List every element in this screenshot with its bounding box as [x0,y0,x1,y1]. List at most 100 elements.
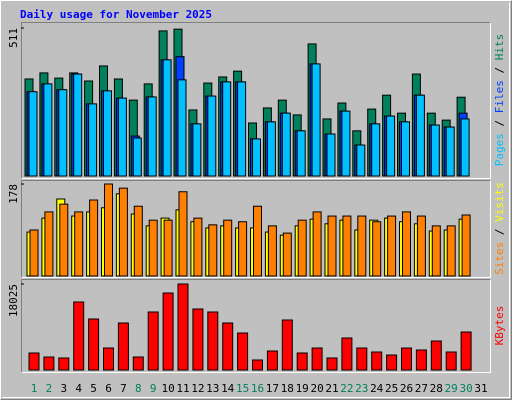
bar [431,225,441,277]
bar [297,219,307,277]
bar [117,322,129,371]
bar [237,81,247,177]
bar [327,215,337,277]
bar [356,347,368,371]
x-tick-label: 15 [236,382,249,395]
x-tick-label: 10 [161,382,174,395]
bar [73,73,83,177]
bar [193,217,203,277]
x-tick-label: 7 [120,382,127,395]
bar [460,331,472,371]
x-tick-label: 20 [310,382,323,395]
x-tick-label: 28 [430,382,443,395]
bar [118,187,128,277]
y-tick-label: 511 [7,28,20,48]
legend: Sites / Visits [493,182,506,275]
x-tick-label: 29 [445,382,458,395]
panel [21,279,491,373]
bar [88,318,100,371]
x-tick-label: 6 [105,382,112,395]
x-tick-label: 31 [474,382,487,395]
bar [29,229,39,277]
x-tick-label: 13 [206,382,219,395]
bar [28,91,38,177]
bar [103,90,112,177]
x-tick-label: 8 [135,382,142,395]
legend-entry: Visits [493,182,506,222]
legend-separator: / [493,60,506,80]
panel-shadow [21,180,491,278]
legend-separator: / [493,222,506,242]
bar [401,347,412,371]
legend: Pages / Files / Hits [493,34,506,167]
bar [357,215,367,277]
bar [104,183,113,277]
bar [43,356,55,371]
y-tick-label: 18025 [7,284,20,317]
bar [103,347,114,371]
bar [461,214,471,277]
x-tick-label: 3 [60,382,67,395]
x-tick-label: 21 [325,382,338,395]
bar [267,225,277,277]
bar [386,115,396,177]
bar [401,121,410,177]
bar [460,118,470,177]
bar [372,221,382,277]
bar [58,89,68,177]
bar [296,352,308,371]
x-tick-label: 18 [281,382,294,395]
x-tick-label: 27 [415,382,428,395]
x-tick-label: 9 [150,382,157,395]
bar [222,322,234,371]
bar [266,121,276,177]
bar [163,219,173,277]
bar [415,94,425,177]
bar [281,319,293,371]
bar [73,301,85,371]
x-tick-label: 2 [46,382,53,395]
bar [371,123,381,177]
bar [43,83,53,177]
x-tick-label: 17 [266,382,279,395]
bar [132,356,144,371]
bar [281,112,291,177]
bar [430,124,440,177]
bar [266,350,278,371]
legend-entry: Sites [493,242,506,275]
bar [296,130,306,177]
bar [28,352,40,371]
bar [147,96,157,177]
bar [326,133,336,177]
bar [371,351,383,371]
bar [252,359,263,371]
bar [237,332,249,371]
bar [177,79,187,177]
bar [147,311,159,371]
legend-entry: Hits [493,34,506,61]
bar [356,144,366,177]
x-tick-label: 16 [251,382,264,395]
bar [238,221,248,277]
bar [312,211,322,277]
bar [402,211,411,277]
x-tick-label: 22 [340,382,353,395]
bar [207,311,219,371]
x-tick-label: 4 [75,382,82,395]
bar [177,283,189,371]
bar [207,95,217,177]
x-tick-label: 1 [31,382,38,395]
bar [148,219,158,277]
bar [133,205,143,277]
bar [223,219,233,277]
bar [342,215,352,277]
x-tick-label: 19 [296,382,309,395]
bar [282,232,292,277]
panel-shadow [21,279,491,373]
bar [88,103,98,177]
bar [341,110,351,177]
x-tick-label: 24 [370,382,384,395]
x-tick-label: 25 [385,382,398,395]
